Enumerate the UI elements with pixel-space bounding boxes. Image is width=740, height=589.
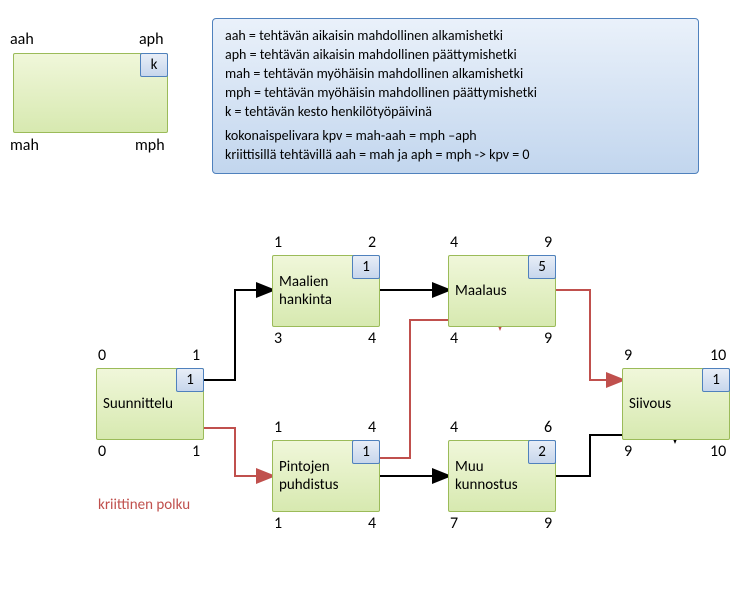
task-maalaus-aah: 4 — [450, 233, 458, 252]
task-maalien: 1Maalienhankinta — [272, 255, 380, 327]
legend-mph: mph — [135, 136, 165, 155]
task-maalien-mah: 3 — [274, 329, 282, 348]
task-suunnittelu-label: Suunnittelu — [103, 395, 203, 413]
legend-aph: aph — [139, 30, 163, 49]
task-siivous-k-badge: 1 — [702, 368, 730, 392]
task-muu: 2Muukunnostus — [448, 440, 556, 512]
task-maalien-aph: 2 — [368, 233, 376, 252]
task-siivous-aph: 10 — [710, 346, 726, 365]
task-maalien-aah: 1 — [274, 233, 282, 252]
task-maalaus-aph: 9 — [544, 233, 552, 252]
task-suunnittelu-aph: 1 — [192, 346, 200, 365]
legend-line-3: mah = tehtävän myöhäisin mahdollinen alk… — [225, 65, 686, 84]
task-maalien-label2: hankinta — [279, 291, 379, 309]
task-maalaus-label: Maalaus — [455, 282, 555, 300]
task-muu-label2: kunnostus — [455, 476, 555, 494]
legend-key-box: k — [13, 53, 168, 133]
legend-line-5: k = tehtävän kesto henkilötyöpäivinä — [225, 103, 686, 122]
task-maalaus-k-badge: 5 — [528, 255, 556, 279]
task-pintojen-k-badge: 1 — [352, 440, 380, 464]
task-suunnittelu-mah: 0 — [98, 442, 106, 461]
task-pintojen-label2: puhdistus — [279, 476, 379, 494]
task-siivous-mah: 9 — [624, 442, 632, 461]
task-siivous: 1 Siivous — [622, 368, 730, 440]
legend-line-4: mph = tehtävän myöhäisin mahdollinen pää… — [225, 84, 686, 103]
arrow-red-2 — [556, 290, 622, 380]
legend-line-2: aph = tehtävän aikaisin mahdollinen päät… — [225, 46, 686, 65]
task-maalien-k-badge: 1 — [352, 255, 380, 279]
task-muu-aph: 6 — [544, 418, 552, 437]
task-pintojen-mah: 1 — [274, 514, 282, 533]
task-muu-k-badge: 2 — [528, 440, 556, 464]
task-pintojen: 1Pintojenpuhdistus — [272, 440, 380, 512]
task-muu-aah: 4 — [450, 418, 458, 437]
task-pintojen-aah: 1 — [274, 418, 282, 437]
legend-aah: aah — [10, 30, 34, 49]
critical-path-label: kriittinen polku — [98, 496, 190, 514]
legend-line-7: kriittisillä tehtävillä aah = mah ja aph… — [225, 146, 686, 165]
task-siivous-mph: 10 — [710, 442, 726, 461]
task-maalaus-mph: 9 — [544, 329, 552, 348]
task-suunnittelu-k-badge: 1 — [176, 368, 204, 392]
task-siivous-label: Siivous — [629, 395, 729, 413]
arrow-black-3 — [556, 435, 675, 476]
legend-line-6: kokonaispelivara kpv = mah-aah = mph –ap… — [225, 127, 686, 146]
task-maalien-mph: 4 — [368, 329, 376, 348]
task-maalaus-mah: 4 — [450, 329, 458, 348]
task-muu-mah: 7 — [450, 514, 458, 533]
arrow-red-0 — [204, 428, 272, 476]
task-muu-mph: 9 — [544, 514, 552, 533]
legend-k: k — [151, 56, 158, 74]
task-pintojen-aph: 4 — [368, 418, 376, 437]
task-pintojen-mph: 4 — [368, 514, 376, 533]
task-suunnittelu: 1 Suunnittelu — [96, 368, 204, 440]
legend-k-badge: k — [140, 53, 168, 77]
task-suunnittelu-mph: 1 — [192, 442, 200, 461]
legend-mah: mah — [10, 136, 39, 155]
legend-line-1: aah = tehtävän aikaisin mahdollinen alka… — [225, 27, 686, 46]
legend-text-box: aah = tehtävän aikaisin mahdollinen alka… — [212, 18, 699, 174]
arrow-black-0 — [204, 290, 272, 380]
task-maalaus: 5 Maalaus — [448, 255, 556, 327]
task-suunnittelu-aah: 0 — [98, 346, 106, 365]
arrow-red-1 — [380, 320, 500, 458]
task-siivous-aah: 9 — [624, 346, 632, 365]
